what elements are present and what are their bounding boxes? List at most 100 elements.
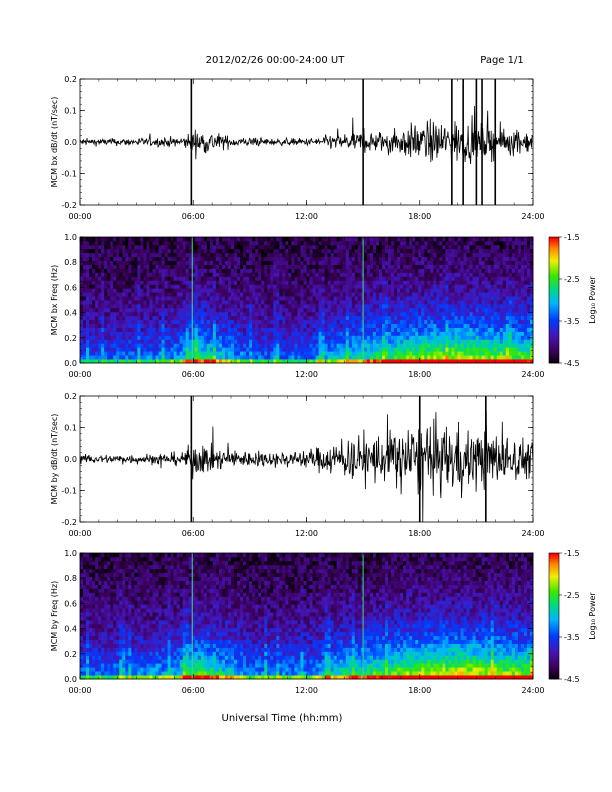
spectrogram-cell: [508, 311, 513, 317]
spectrogram-cell: [149, 339, 153, 344]
spectrogram-cell: [339, 311, 344, 317]
spectrogram-cell: [297, 335, 301, 340]
spectrogram-cell: [445, 327, 449, 332]
spectrogram-cell: [451, 331, 455, 336]
spectrogram-cell: [243, 268, 247, 273]
spectrogram-cell: [131, 284, 135, 289]
spectrogram-cell: [173, 244, 178, 250]
spectrogram-cell: [125, 303, 129, 309]
spectrogram-cell: [342, 327, 347, 332]
spectrogram-cell: [282, 359, 286, 364]
spectrogram-cell: [327, 248, 332, 254]
spectrogram-cell: [451, 351, 455, 356]
spectrogram-cell: [116, 319, 120, 325]
spectrogram-cell: [246, 351, 250, 356]
spectrogram-cell: [475, 268, 480, 273]
spectrogram-cell: [146, 335, 150, 340]
spectrogram-cell: [457, 319, 461, 325]
spectrogram-cell: [345, 292, 350, 297]
spectrogram-cell: [122, 248, 126, 254]
spectrogram-cell: [288, 276, 292, 281]
spectrogram-cell: [264, 288, 268, 293]
spectrogram-cell: [188, 272, 193, 277]
spectrogram-cell: [83, 260, 87, 265]
spectrogram-cell: [101, 351, 105, 356]
spectrogram-cell: [98, 256, 102, 262]
spectrogram-cell: [493, 351, 498, 356]
spectrogram-cell: [523, 264, 528, 269]
spectrogram-cell: [336, 359, 341, 364]
spectrogram-cell: [221, 347, 226, 352]
spectrogram-cell: [203, 256, 208, 262]
spectrogram-cell: [502, 248, 507, 254]
spectrogram-cell: [182, 339, 187, 344]
spectrogram-cell: [221, 264, 226, 269]
spectrogram-cell: [98, 335, 102, 340]
spectrogram-cell: [418, 264, 422, 269]
spectrogram-cell: [282, 355, 286, 360]
spectrogram-cell: [493, 252, 498, 258]
spectrogram-cell: [475, 339, 480, 344]
spectrogram-cell: [270, 343, 274, 348]
spectrogram-cell: [481, 343, 486, 348]
spectrogram-cell: [388, 351, 392, 356]
spectrogram-cell: [146, 260, 150, 265]
spectrogram-cell: [433, 331, 437, 336]
spectrogram-cell: [442, 288, 446, 293]
spectrogram-cell: [469, 347, 473, 352]
spectrogram-cell: [487, 303, 492, 309]
spectrogram-cell: [496, 331, 501, 336]
spectrogram-cell: [511, 284, 516, 289]
spectrogram-cell: [134, 351, 138, 356]
spectrogram-cell: [460, 296, 464, 301]
spectrogram-cell: [291, 280, 295, 285]
spectrogram-cell: [369, 307, 374, 313]
spectrogram-cell: [369, 280, 374, 285]
spectrogram-cell: [366, 252, 371, 258]
spectrogram-cell: [140, 327, 144, 332]
spectrogram-cell: [508, 237, 513, 242]
spectrogram-cell: [463, 276, 467, 281]
spectrogram-cell: [119, 327, 123, 332]
spectrogram-cell: [463, 331, 467, 336]
spectrogram-cell: [113, 248, 117, 254]
spectrogram-cell: [403, 319, 407, 325]
spectrogram-cell: [140, 268, 144, 273]
spectrogram-cell: [203, 276, 208, 281]
spectrogram-cell: [445, 296, 449, 301]
spectrogram-cell: [122, 307, 126, 313]
spectrogram-cell: [427, 248, 431, 254]
spectrogram-cell: [517, 284, 522, 289]
spectrogram-cell: [397, 292, 401, 297]
spectrogram-cell: [273, 248, 277, 254]
spectrogram-cell: [382, 280, 386, 285]
spectrogram-cell: [137, 272, 141, 277]
spectrogram-cell: [152, 280, 156, 285]
spectrogram-cell: [261, 260, 265, 265]
spectrogram-cell: [439, 319, 443, 325]
spectrogram-cell: [164, 347, 168, 352]
spectrogram-cell: [508, 335, 513, 340]
spectrogram-cell: [143, 244, 147, 250]
spectrogram-cell: [264, 248, 268, 254]
spectrogram-cell: [215, 303, 220, 309]
spectrogram-cell: [520, 307, 525, 313]
spectrogram-cell: [409, 351, 413, 356]
spectrogram-cell: [170, 347, 175, 352]
spectrogram-cell: [391, 272, 395, 277]
spectrogram-cell: [209, 288, 214, 293]
spectrogram-cell: [212, 240, 217, 246]
spectrogram-cell: [276, 284, 280, 289]
spectrogram-cell: [95, 319, 99, 325]
spectrogram-cell: [173, 323, 178, 328]
spectrogram-cell: [143, 252, 147, 258]
spectrogram-cell: [517, 335, 522, 340]
spectrogram-cell: [134, 359, 138, 364]
spectrogram-cell: [119, 256, 123, 262]
spectrogram-cell: [436, 288, 440, 293]
spectrogram-cell: [291, 347, 295, 352]
spectrogram-cell: [249, 331, 253, 336]
spectrogram-cell: [457, 240, 461, 246]
spectrogram-cell: [104, 331, 108, 336]
spectrogram-cell: [351, 319, 356, 325]
